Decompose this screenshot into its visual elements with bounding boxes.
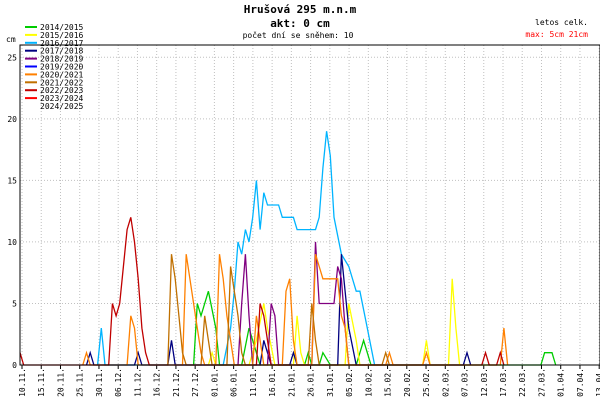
x-tick-label: 02.03. [441,368,450,397]
legend-label: 2015/2016 [40,31,84,40]
legend-label: 2023/2024 [40,94,84,103]
series-line [96,131,376,366]
x-tick-label: 06.12. [114,368,123,397]
x-tick-label: 20.02. [403,368,412,397]
x-tick-label: 11.12. [133,368,142,397]
series-line [19,217,505,366]
y-axis: 0 5 10 15 20 25 [7,53,17,370]
series-lines [19,131,557,366]
y-tick-label: 25 [7,53,17,62]
x-tick-label: 10.02. [364,368,373,397]
series-line [207,278,461,366]
x-tick-label: 26.01. [307,368,316,397]
x-tick-label: 13.04. [595,368,600,397]
x-tick-label: 11.01. [249,368,258,397]
stats-header: letos celk. [535,18,588,27]
legend-label: 2019/2020 [40,63,84,72]
legend-label: 2018/2019 [40,55,84,64]
x-tick-label: 22.03. [518,368,527,397]
x-tick-label: 27.12. [191,368,200,397]
x-tick-label: 21.01. [287,368,296,397]
x-tick-label: 20.11. [56,368,65,397]
legend-label: 2014/2015 [40,23,84,32]
x-tick-label: 01.04. [557,368,566,397]
x-tick-label: 31.01. [326,368,335,397]
legend: 2014/20152015/20162016/20172017/20182018… [25,23,84,111]
y-tick-label: 5 [12,299,17,308]
legend-label: 2021/2022 [40,78,84,87]
snow-days: počet dní se sněhem: 10 [243,30,354,40]
x-tick-label: 27.03. [537,368,546,397]
legend-label: 2016/2017 [40,39,84,48]
y-tick-label: 15 [7,176,17,185]
current-depth: akt: 0 cm [270,17,330,30]
x-tick-label: 10.11. [18,368,27,397]
x-tick-label: 15.11. [37,368,46,397]
series-line [85,254,472,366]
series-line [167,254,391,366]
x-tick-label: 25.02. [422,368,431,397]
x-tick-label: 06.01. [230,368,239,397]
x-tick-label: 05.02. [345,368,354,397]
x-tick-label: 25.11. [76,368,85,397]
legend-label: 2017/2018 [40,47,84,56]
legend-label: 2020/2021 [40,70,84,79]
x-tick-label: 12.03. [480,368,489,397]
legend-label: 2024/2025 [40,102,84,111]
chart-title: Hrušová 295 m.n.m [244,3,357,16]
y-tick-label: 0 [12,361,17,370]
plot-frame [19,44,600,366]
x-tick-label: 07.03. [461,368,470,397]
y-axis-unit: cm [6,35,16,44]
x-tick-label: 07.04. [576,368,585,397]
series-line [82,254,509,366]
y-tick-label: 10 [7,238,17,247]
legend-label: 2022/2023 [40,86,84,95]
x-tick-label: 21.12. [172,368,181,397]
x-tick-label: 16.12. [153,368,162,397]
grid [20,45,600,366]
x-tick-label: 17.03. [499,368,508,397]
x-tick-label: 01.01. [210,368,219,397]
x-tick-label: 30.11. [95,368,104,397]
y-tick-label: 20 [7,115,17,124]
x-tick-label: 16.01. [268,368,277,397]
x-tick-label: 15.02. [384,368,393,397]
x-axis: 10.11. 15.11. 20.11. 25.11. 30.11. 06.12. 11.1… [18,365,600,397]
stats-max: max: 5cm 21cm [525,30,588,39]
